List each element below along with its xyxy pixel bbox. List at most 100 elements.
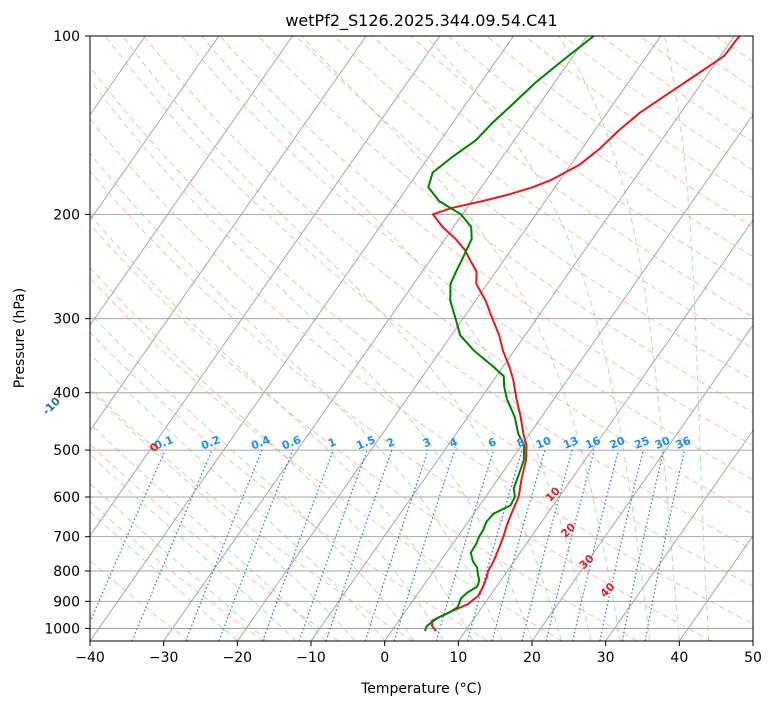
dry-adiabat-line: [754, 36, 775, 641]
dry-adiabat-line: [90, 118, 753, 625]
adiabat-label: 40: [598, 580, 618, 600]
moist-adiabat-line: [90, 152, 503, 641]
dry-adiabat-line: [601, 36, 753, 143]
isotherm-line: [457, 219, 753, 641]
inline-labels: 0.10.20.40.611.52346810131620253036-100-…: [40, 394, 693, 600]
dry-adiabat-line: [639, 36, 753, 116]
mixing-ratio-label: 3: [421, 435, 433, 450]
mixing-ratio-label: 20: [608, 434, 627, 452]
isotherm-line: [236, 36, 662, 641]
mixing-ratio-label: 6: [486, 435, 498, 450]
moist-adiabat-line: [301, 36, 621, 641]
dry-adiabat-line: [372, 36, 753, 318]
x-tick-label: 0: [380, 650, 389, 666]
mixing-ratio-line: [644, 449, 686, 641]
mixing-ratio-line: [521, 449, 573, 641]
x-tick-label: 40: [670, 650, 688, 666]
dry-adiabat-line: [333, 36, 753, 349]
moist-adiabat-line: [90, 79, 533, 641]
dry-adiabat-line: [219, 36, 753, 447]
isotherm-line: [90, 36, 441, 537]
x-tick-label: 10: [449, 650, 467, 666]
moist-adiabat-line: [425, 36, 651, 641]
moist-adiabat-line: [90, 453, 297, 641]
mixing-ratio-line: [545, 449, 595, 641]
moist-adiabat-line: [90, 353, 386, 641]
x-tick-label: 30: [597, 650, 615, 666]
mixing-ratio-line: [298, 449, 368, 641]
y-axis-title: Pressure (hPa): [12, 288, 28, 388]
mixing-ratio-label: 2: [385, 435, 397, 450]
mixing-ratio-line: [364, 449, 429, 641]
isotherm-line: [90, 36, 514, 641]
mixing-ratio-line: [466, 449, 523, 641]
isotherm-line: [310, 36, 735, 641]
dry-adiabat-line: [486, 36, 753, 228]
y-tick-label: 1000: [44, 621, 80, 637]
mixing-ratio-line: [599, 449, 644, 641]
dry-adiabat-line: [104, 36, 753, 551]
mixing-ratio-line: [572, 449, 620, 641]
mixing-ratio-line: [185, 449, 263, 641]
isotherm-line: [90, 36, 293, 327]
dry-adiabat-line: [90, 223, 638, 641]
dry-adiabat-line: [90, 66, 753, 587]
x-tick-label: 50: [744, 650, 762, 666]
moist-adiabat-line: [90, 312, 415, 641]
moist-adiabat-line: [90, 510, 238, 641]
dry-adiabat-line: [90, 501, 264, 641]
adiabat-label: 10: [543, 484, 563, 504]
isotherm-line: [163, 36, 588, 641]
y-tick-label: 400: [53, 386, 80, 402]
dry-adiabat-line: [677, 36, 753, 89]
background-lines: [0, 36, 775, 641]
mixing-ratio-line: [325, 449, 393, 641]
isotherm-line: [90, 36, 220, 221]
dry-adiabat-line: [257, 36, 753, 413]
y-tick-label: 100: [53, 29, 80, 45]
mixing-ratio-line: [393, 449, 456, 641]
dry-adiabat-line: [90, 443, 339, 641]
y-tick-label: 300: [53, 312, 80, 328]
temperature-line: [431, 36, 741, 632]
mixing-ratio-line: [131, 449, 213, 641]
dry-adiabat-line: [410, 36, 753, 288]
dry-adiabat-line: [90, 331, 488, 641]
mixing-ratio-label: 36: [674, 434, 693, 452]
moist-adiabat-line: [90, 422, 327, 641]
y-tick-label: 800: [53, 564, 80, 580]
mixing-ratio-line: [491, 449, 546, 641]
mixing-ratio-label: 16: [583, 434, 602, 452]
moist-adiabat-line: [663, 36, 710, 641]
isotherm-line: [384, 113, 753, 641]
x-axis-title: Temperature (°C): [360, 681, 482, 697]
moist-adiabat-line: [90, 266, 445, 641]
dry-adiabat-line: [90, 387, 414, 641]
x-tick-label: −40: [75, 650, 105, 666]
plot-frame: [89, 35, 754, 642]
mixing-ratio-line: [262, 449, 334, 641]
axes: −40 −30 −20 −10 0 10 20 30 40 5010020030040050060…: [44, 29, 762, 666]
mixing-ratio-line: [90, 449, 166, 624]
isotherm-line: [0, 36, 72, 641]
x-tick-label: 20: [523, 650, 541, 666]
mixing-ratio-label: 25: [632, 434, 651, 452]
x-tick-label: −10: [296, 650, 326, 666]
dry-adiabat-line: [715, 36, 753, 63]
isotherm-line: [678, 534, 753, 641]
dry-adiabat-line: [143, 36, 753, 515]
dry-adiabat-line: [90, 277, 563, 641]
mixing-ratio-label: 4: [448, 435, 460, 450]
mixing-ratio-label: 13: [561, 434, 580, 452]
moist-adiabat-line: [201, 36, 592, 641]
mixing-ratio-label: 8: [515, 435, 527, 450]
chart-title: wetPf2_S126.2025.344.09.54.C41: [285, 11, 557, 31]
moist-adiabat-line: [90, 389, 356, 641]
isotherm-line: [90, 36, 367, 432]
isotherm-line: [531, 324, 753, 641]
y-tick-label: 200: [53, 207, 80, 223]
dry-adiabat-line: [181, 36, 753, 481]
moist-adiabat-line: [90, 214, 474, 641]
x-tick-label: −20: [223, 650, 253, 666]
